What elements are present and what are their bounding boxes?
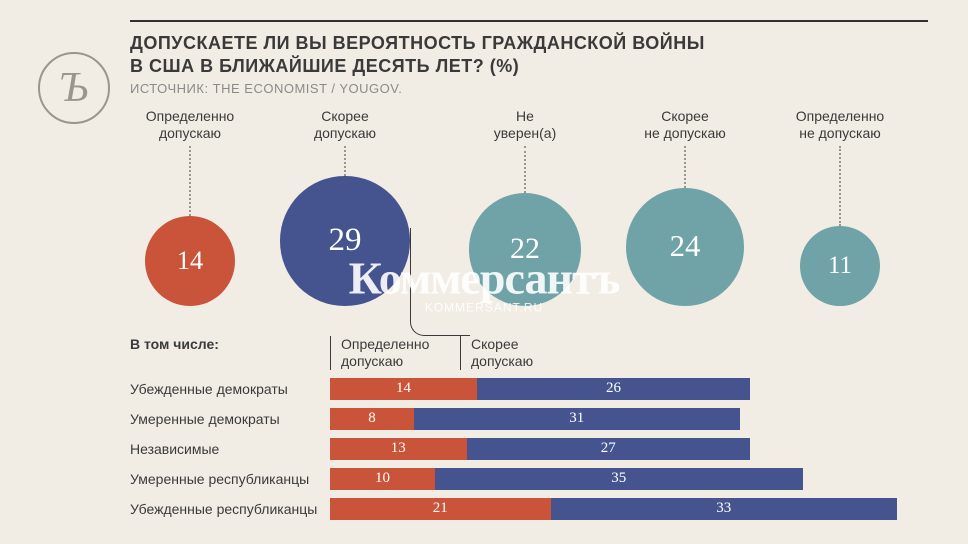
bar-track: 831 [330, 408, 928, 430]
bar-row-label: Убежденные республиканцы [130, 501, 330, 517]
bar-row: Убежденные республиканцы2133 [130, 496, 928, 522]
bubble-leader-line [524, 146, 526, 193]
bar-segment-rather: 35 [435, 468, 803, 490]
legend-item: Скорее допускаю [460, 336, 640, 370]
bubble-circle: 24 [626, 188, 744, 306]
bubble-label: Определенно не допускаю [770, 108, 910, 142]
breakdown-section: В том числе: Определенно допускаюСкорее … [130, 336, 928, 522]
bubble-leader-line [189, 146, 191, 216]
legend-item: Определенно допускаю [330, 336, 460, 370]
bar-track: 1327 [330, 438, 928, 460]
breakdown-legend: Определенно допускаюСкорее допускаю [330, 336, 640, 370]
bubble-column: Определенно не допускаю 11 [770, 108, 910, 306]
bar-row: Убежденные демократы1426 [130, 376, 928, 402]
bar-track: 1426 [330, 378, 928, 400]
bar-segment-rather: 27 [467, 438, 751, 460]
bubble-leader-line [344, 146, 346, 177]
bubble-label: Не уверен(а) [455, 108, 595, 142]
bar-segment-rather: 33 [551, 498, 898, 520]
bar-track: 1035 [330, 468, 928, 490]
bar-segment-definitely: 8 [330, 408, 414, 430]
bar-row-label: Умеренные демократы [130, 411, 330, 427]
bar-track: 2133 [330, 498, 928, 520]
bubble-chart: Определенно допускаю14Скорее допускаю29Н… [130, 108, 928, 328]
bar-segment-rather: 31 [414, 408, 740, 430]
bar-row-label: Умеренные республиканцы [130, 471, 330, 487]
bubble-column: Скорее допускаю 29 [275, 108, 415, 306]
chart-source: ИСТОЧНИК: THE ECONOMIST / YOUGOV. [130, 81, 928, 96]
breakdown-title: В том числе: [130, 336, 330, 352]
breakdown-bars: Убежденные демократы1426Умеренные демокр… [130, 376, 928, 522]
bubble-label: Скорее допускаю [275, 108, 415, 142]
bubble-circle: 14 [145, 216, 235, 306]
publisher-logo: Ъ [38, 52, 110, 124]
bar-segment-definitely: 21 [330, 498, 551, 520]
bubble-column: Определенно допускаю 14 [120, 108, 260, 306]
bar-row-label: Независимые [130, 441, 330, 457]
bar-segment-rather: 26 [477, 378, 750, 400]
bubble-circle: 29 [280, 176, 409, 305]
bar-row: Умеренные демократы831 [130, 406, 928, 432]
bubble-circle: 22 [469, 193, 582, 306]
bubble-leader-line [684, 146, 686, 188]
bubble-column: Скорее не допускаю 24 [615, 108, 755, 306]
bubble-label: Скорее не допускаю [615, 108, 755, 142]
bar-segment-definitely: 13 [330, 438, 467, 460]
bar-segment-definitely: 14 [330, 378, 477, 400]
bar-row-label: Убежденные демократы [130, 381, 330, 397]
bubble-column: Не уверен(а) 22 [455, 108, 595, 306]
bubble-leader-line [839, 146, 841, 226]
publisher-logo-glyph: Ъ [60, 64, 88, 112]
bar-segment-definitely: 10 [330, 468, 435, 490]
infographic-frame: ДОПУСКАЕТЕ ЛИ ВЫ ВЕРОЯТНОСТЬ ГРАЖДАНСКОЙ… [130, 20, 928, 524]
bar-row: Независимые1327 [130, 436, 928, 462]
bar-row: Умеренные республиканцы1035 [130, 466, 928, 492]
chart-title: ДОПУСКАЕТЕ ЛИ ВЫ ВЕРОЯТНОСТЬ ГРАЖДАНСКОЙ… [130, 32, 928, 77]
chart-title-line1: ДОПУСКАЕТЕ ЛИ ВЫ ВЕРОЯТНОСТЬ ГРАЖДАНСКОЙ… [130, 33, 705, 53]
bubble-circle: 11 [800, 226, 880, 306]
bubble-label: Определенно допускаю [120, 108, 260, 142]
title-block: ДОПУСКАЕТЕ ЛИ ВЫ ВЕРОЯТНОСТЬ ГРАЖДАНСКОЙ… [130, 22, 928, 96]
chart-title-line2: В США В БЛИЖАЙШИЕ ДЕСЯТЬ ЛЕТ? (%) [130, 56, 519, 76]
